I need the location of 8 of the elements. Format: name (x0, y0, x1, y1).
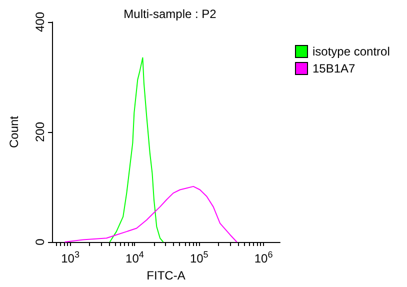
y-axis-title: Count (7, 115, 21, 148)
legend-label: 15B1A7 (312, 62, 356, 76)
y-tick-label: 0 (33, 238, 47, 246)
y-tick-label: 200 (33, 122, 47, 142)
x-axis-title: FITC-A (146, 268, 186, 282)
legend-label: isotype control (312, 44, 390, 58)
chart-title: Multi-sample : P2 (124, 7, 217, 21)
y-tick-label: 400 (33, 12, 47, 32)
